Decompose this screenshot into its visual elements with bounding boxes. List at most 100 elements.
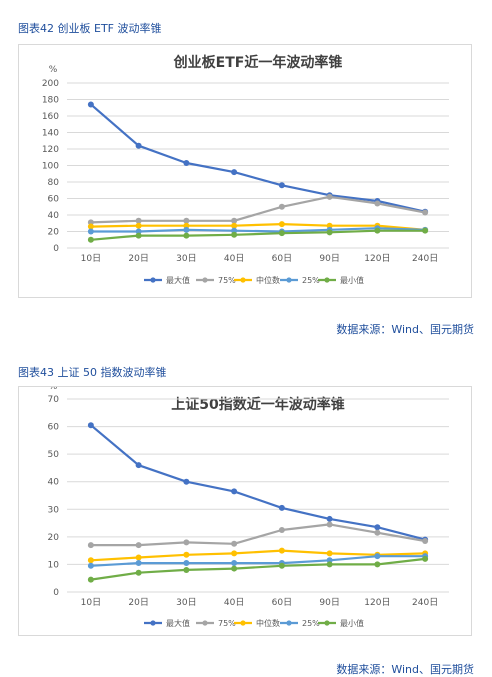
data-point (87, 542, 94, 549)
data-point (87, 422, 94, 429)
x-tick-label: 20日 (128, 597, 148, 608)
x-tick-label: 10日 (81, 597, 101, 608)
data-point (183, 539, 190, 546)
data-point (326, 550, 333, 557)
y-tick-label: 20 (48, 228, 60, 238)
y-tick-label: 0 (53, 244, 59, 254)
series-line (90, 103, 426, 213)
data-point (326, 229, 333, 236)
legend-label: 最大值 (166, 275, 190, 285)
data-point (135, 542, 142, 549)
data-point (326, 193, 333, 200)
data-point (374, 529, 381, 536)
legend-marker (240, 620, 246, 626)
y-tick-label: 180 (42, 96, 59, 106)
y-tick-label: 60 (48, 195, 60, 205)
series-line (90, 557, 426, 581)
data-point (422, 227, 429, 234)
series-line (90, 229, 426, 241)
x-tick-label: 20日 (128, 253, 148, 264)
y-axis-unit: % (49, 387, 58, 392)
data-point (326, 515, 333, 522)
source-note: 数据来源：Wind、国元期货 (336, 323, 474, 336)
data-point (374, 561, 381, 568)
data-point (278, 562, 285, 569)
data-point (231, 560, 238, 567)
data-point (87, 236, 94, 243)
data-point (135, 554, 142, 561)
data-point (326, 222, 333, 229)
figure-caption: 图表43 上证 50 指数波动率锥 (18, 366, 167, 379)
volatility-cone-chart: 上证50指数近一年波动率锥% 0 10 20 30 40 50 60 70 10日 20日 30日 40… (48, 387, 449, 628)
data-point (278, 221, 285, 228)
data-point (183, 232, 190, 239)
data-point (326, 557, 333, 564)
data-point (231, 231, 238, 238)
data-point (87, 219, 94, 226)
y-tick-label: 40 (48, 478, 60, 488)
legend-marker (202, 620, 208, 626)
data-point (183, 478, 190, 485)
legend-marker (240, 277, 246, 283)
legend-marker (150, 620, 156, 626)
x-tick-label: 40日 (224, 597, 244, 608)
chart-title: 上证50指数近一年波动率锥 (171, 396, 344, 413)
legend-marker (286, 620, 292, 626)
y-tick-label: 70 (48, 395, 60, 405)
data-point (183, 560, 190, 567)
data-point (135, 232, 142, 239)
data-point (183, 222, 190, 229)
data-point (326, 561, 333, 568)
data-point (183, 551, 190, 558)
data-point (231, 540, 238, 547)
chart-title: 创业板ETF近一年波动率锥 (173, 54, 343, 71)
x-tick-label: 60日 (272, 253, 292, 264)
y-tick-label: 40 (48, 211, 60, 221)
data-point (183, 226, 190, 233)
series-line (90, 223, 426, 231)
volatility-cone-chart: 创业板ETF近一年波动率锥% 0 20 40 60 80 100 120 140 160 180 20… (42, 54, 449, 285)
chart-panel: 创业板ETF近一年波动率锥% 0 20 40 60 80 100 120 140 160 180 20… (18, 44, 472, 298)
data-point (422, 537, 429, 544)
data-point (374, 200, 381, 207)
data-point (278, 182, 285, 189)
x-tick-label: 60日 (272, 597, 292, 608)
data-point (183, 160, 190, 167)
figure-caption: 图表42 创业板 ETF 波动率锥 (18, 22, 162, 35)
data-point (87, 562, 94, 569)
data-point (278, 203, 285, 210)
data-point (135, 142, 142, 149)
series-line (90, 549, 426, 562)
data-point (135, 569, 142, 576)
legend-label: 最大值 (166, 618, 190, 628)
legend-label: 最小值 (340, 275, 364, 285)
series-line (90, 424, 426, 541)
x-tick-label: 240日 (412, 253, 438, 264)
data-point (87, 228, 94, 235)
y-tick-label: 50 (48, 450, 60, 460)
y-tick-label: 0 (53, 588, 59, 598)
y-tick-label: 100 (42, 162, 59, 172)
y-tick-label: 20 (48, 533, 60, 543)
data-point (87, 101, 94, 108)
legend-label: 25% (302, 619, 320, 628)
series-line (90, 227, 426, 233)
data-point (183, 566, 190, 573)
legend-marker (286, 277, 292, 283)
chart-panel: 上证50指数近一年波动率锥% 0 10 20 30 40 50 60 70 10日 20日 30日 40… (18, 386, 472, 636)
legend-marker (324, 277, 330, 283)
y-tick-label: 140 (42, 129, 59, 139)
x-tick-label: 40日 (224, 253, 244, 264)
data-point (87, 576, 94, 583)
source-note: 数据来源：Wind、国元期货 (336, 663, 474, 676)
legend-label: 75% (218, 276, 236, 285)
legend-label: 中位数 (256, 618, 280, 628)
x-tick-label: 120日 (364, 253, 390, 264)
data-point (374, 524, 381, 531)
legend-label: 25% (302, 276, 320, 285)
legend-marker (150, 277, 156, 283)
legend-marker (324, 620, 330, 626)
x-tick-label: 10日 (81, 253, 101, 264)
series-line (90, 195, 426, 224)
x-tick-label: 30日 (176, 253, 196, 264)
